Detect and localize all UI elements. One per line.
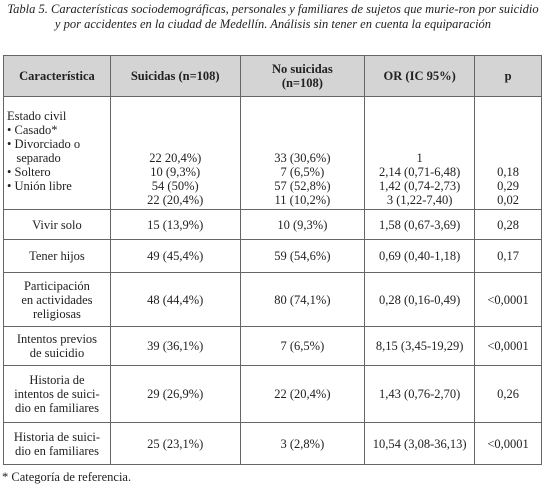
column-header: No suicidas (n=108) — [239, 55, 366, 97]
cell: Historia de intentos de suici-dio en fami… — [3, 365, 111, 423]
cell-line: 0,18 — [497, 165, 519, 179]
cell-line: 0,02 — [497, 193, 519, 207]
cell-line: • Casado* — [7, 123, 58, 137]
header-text: p — [504, 69, 512, 83]
cell-line: 1 — [416, 151, 423, 165]
cell: 1,43 (0,76-2,70) — [364, 365, 476, 423]
header-text: Suicidas (n=108) — [130, 69, 220, 83]
cell: 0,18 0,29 0,02 — [474, 96, 542, 210]
row: Vivir solo 15 (13,9%) 10 (9,3%) 1,58 (0,67-… — [3, 209, 542, 240]
cell: 1 2,14 (0,71-6,48) 1,42 (0,74-2,73) 3 (1,22… — [364, 96, 476, 210]
cell-line: en actividades — [21, 292, 93, 307]
cell: 0,28 (0,16-0,49) — [364, 272, 476, 327]
row: Historia de intentos de suici-dio en fami… — [3, 365, 542, 423]
cell-line: 10 (9,3%) — [150, 165, 201, 179]
cell-line: 22 (20,4%) — [147, 193, 204, 207]
header-text: No suicidas (n=108) — [272, 62, 333, 90]
cell-line: Historia de suici- — [13, 429, 100, 444]
cell-line: Estado civil — [7, 109, 67, 123]
table: Característica Suicidas (n=108) No suicida… — [3, 55, 542, 465]
cell: 10 (9,3%) — [239, 209, 366, 240]
cell: 0,26 — [474, 365, 542, 423]
header-row: Característica Suicidas (n=108) No suicida… — [3, 55, 542, 97]
cell: 49 (45,4%) — [109, 239, 241, 273]
cell: 7 (6,5%) — [239, 326, 366, 366]
cell-line: 1,42 (0,74-2,73) — [379, 179, 461, 193]
cell: <0,0001 — [474, 272, 542, 327]
cell-line: 2,14 (0,71-6,48) — [379, 165, 461, 179]
row: Intentos previos de suicidio 39 (36,1%) 7 (… — [3, 326, 542, 366]
cell-line: 33 (30,6%) — [274, 151, 331, 165]
cell-line: Vivir solo — [32, 217, 82, 232]
cell-line: • Soltero — [7, 165, 51, 179]
cell-line: 11 (10,2%) — [274, 193, 331, 207]
row: Tener hijos 49 (45,4%) 59 (54,6%) 0,69 (0,4… — [3, 239, 542, 273]
cell: 1,58 (0,67-3,69) — [364, 209, 476, 240]
cell-line: • Divorciado o — [7, 137, 81, 151]
cell: Intentos previos de suicidio — [3, 326, 111, 366]
cell-line: 0,29 — [497, 179, 519, 193]
cell: <0,0001 — [474, 326, 542, 366]
cell: 39 (36,1%) — [109, 326, 241, 366]
cell-line: dio en familiares — [14, 401, 99, 415]
footnote: * Categoría de referencia. — [2, 470, 132, 484]
cell: 22 20,4%) 10 (9,3%) 54 (50%) 22 (20,4%) — [109, 96, 241, 210]
cell: 59 (54,6%) — [239, 239, 366, 273]
cell: 25 (23,1%) — [109, 422, 241, 465]
table-body: Estado civil • Casado* • Divorciado o sepa… — [3, 96, 542, 465]
cell: 33 (30,6%) 7 (6,5%) 57 (52,8%) 11 (10,2%) — [239, 96, 366, 210]
cell: Tener hijos — [3, 239, 111, 273]
cell: 80 (74,1%) — [239, 272, 366, 327]
cell-line: • Unión libre — [7, 179, 72, 193]
cell: 0,69 (0,40-1,18) — [364, 239, 476, 273]
cell-line: dio en familiares — [14, 443, 99, 458]
row: Participación en actividades religiosas 48 … — [3, 272, 542, 327]
header-text: OR (IC 95%) — [383, 69, 456, 83]
column-header: p — [474, 55, 542, 97]
cell: Participación en actividades religiosas — [3, 272, 111, 327]
cell-line: 7 (6,5%) — [280, 165, 325, 179]
cell: 29 (26,9%) — [109, 365, 241, 423]
row: Historia de suici-dio en familiares 25 (2… — [3, 422, 542, 465]
cell-line: Intentos previos — [16, 332, 98, 346]
cell-line: 22 20,4%) — [149, 151, 202, 165]
cell: 10,54 (3,08-36,13) — [364, 422, 476, 465]
cell: 48 (44,4%) — [109, 272, 241, 327]
cell: <0,0001 — [474, 422, 542, 465]
row: Estado civil • Casado* • Divorciado o sepa… — [3, 96, 542, 210]
cell-line: de suicidio — [29, 346, 85, 360]
cell-line: intentos de suici- — [14, 387, 100, 401]
cell: 22 (20,4%) — [239, 365, 366, 423]
cell-line: separado — [7, 151, 61, 165]
column-header: Suicidas (n=108) — [109, 55, 241, 97]
header-text: Característica — [19, 69, 95, 83]
cell: Vivir solo — [3, 209, 111, 240]
cell-line: Participación — [23, 278, 90, 293]
cell: 0,28 — [474, 209, 542, 240]
cell: Historia de suici-dio en familiares — [3, 422, 111, 465]
cell-line: 54 (50%) — [151, 179, 199, 193]
cell-line: religiosas — [32, 306, 81, 321]
cell: Estado civil • Casado* • Divorciado o sepa… — [3, 96, 111, 210]
column-header: Característica — [3, 55, 111, 97]
column-header: OR (IC 95%) — [364, 55, 476, 97]
cell: 15 (13,9%) — [109, 209, 241, 240]
caption: Tabla 5. Características sociodemográfic… — [7, 2, 539, 31]
cell-line: Historia de — [29, 373, 85, 387]
cell: 8,15 (3,45-19,29) — [364, 326, 476, 366]
cell-line: 3 (1,22-7,40) — [386, 193, 453, 207]
cell: 3 (2,8%) — [239, 422, 366, 465]
cell-line: 57 (52,8%) — [274, 179, 331, 193]
cell: 0,17 — [474, 239, 542, 273]
cell-line: Tener hijos — [29, 249, 85, 263]
